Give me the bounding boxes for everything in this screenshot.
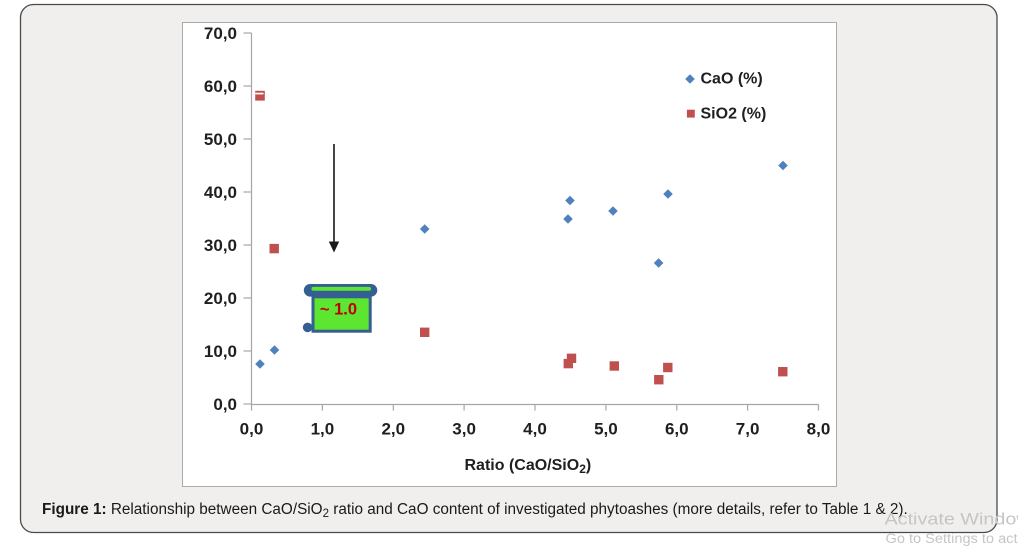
svg-text:Activate Windows: Activate Windows [885, 510, 1018, 529]
svg-text:2,0: 2,0 [381, 420, 405, 439]
svg-text:50,0: 50,0 [204, 130, 237, 149]
svg-text:0,0: 0,0 [213, 395, 237, 414]
svg-text:7,0: 7,0 [736, 420, 760, 439]
svg-text:1,0: 1,0 [311, 420, 335, 439]
svg-text:3,0: 3,0 [452, 420, 476, 439]
svg-text:5,0: 5,0 [594, 420, 618, 439]
svg-text:Ratio (CaO/SiO2): Ratio (CaO/SiO2) [465, 457, 592, 476]
svg-text:CaO (%): CaO (%) [701, 71, 763, 88]
svg-text:0,0: 0,0 [240, 420, 264, 439]
svg-text:10,0: 10,0 [204, 342, 237, 361]
svg-text:70,0: 70,0 [204, 24, 237, 43]
svg-text:~ 1.0: ~ 1.0 [320, 301, 357, 319]
svg-text:Go to Settings to activate Win: Go to Settings to activate Windows. [886, 531, 1018, 546]
svg-text:30,0: 30,0 [204, 236, 237, 255]
svg-text:SiO2 (%): SiO2 (%) [701, 106, 767, 123]
svg-text:40,0: 40,0 [204, 183, 237, 202]
svg-text:8,0: 8,0 [807, 420, 831, 439]
svg-text:4,0: 4,0 [523, 420, 547, 439]
svg-text:60,0: 60,0 [204, 77, 237, 96]
svg-text:6,0: 6,0 [665, 420, 689, 439]
svg-text:Figure 1: Relationship between: Figure 1: Relationship between CaO/SiO2 … [42, 501, 908, 520]
svg-text:20,0: 20,0 [204, 289, 237, 308]
